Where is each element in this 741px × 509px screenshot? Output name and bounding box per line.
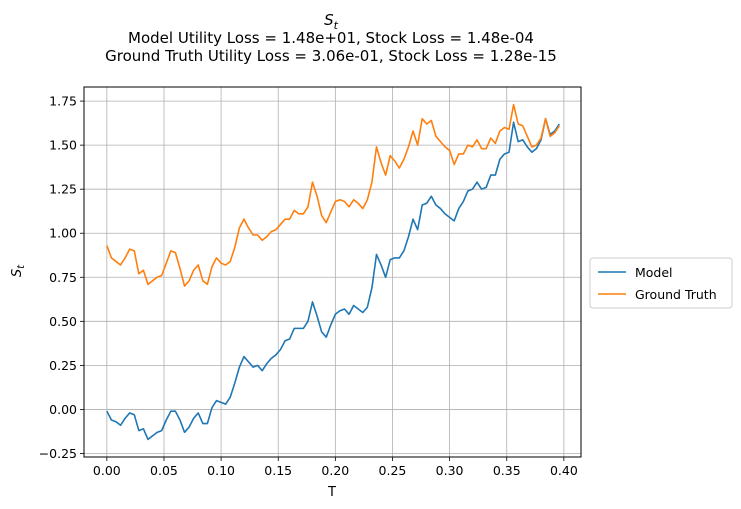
- x-tick-label: 0.30: [436, 463, 464, 478]
- series-lines: [106, 103, 560, 441]
- y-tick-label: 0.25: [49, 358, 77, 373]
- x-tick-label: 0.20: [321, 463, 349, 478]
- chart-title: St: [324, 11, 339, 32]
- legend-label-model: Model: [635, 265, 673, 280]
- x-tick-label: 0.05: [150, 463, 178, 478]
- x-tick-label: 0.35: [493, 463, 521, 478]
- grid-lines: [84, 87, 581, 457]
- x-axis-label: T: [327, 485, 336, 500]
- y-tick-label: 1.50: [49, 138, 77, 153]
- y-tick-label: 0.00: [49, 402, 77, 417]
- y-tick-label: 1.75: [49, 94, 77, 109]
- legend: Model Ground Truth: [589, 257, 733, 309]
- y-tick-label: 1.00: [49, 226, 77, 241]
- plot-frame: [83, 86, 582, 458]
- x-tick-label: 0.25: [379, 463, 407, 478]
- series-line-ground-truth: [106, 103, 560, 287]
- y-axis-label: St: [10, 264, 27, 277]
- axis-ticks: 0.00 0.05 0.10 0.15 0.20 0.25 0.30 0.35 0.40 −0.2…: [39, 94, 578, 478]
- legend-box: [589, 257, 733, 309]
- y-tick-label: 1.25: [49, 182, 77, 197]
- y-tick-label: −0.25: [39, 446, 77, 461]
- x-tick-label: 0.00: [93, 463, 121, 478]
- series-line-model: [106, 117, 560, 441]
- chart-subtitle-line-2: Ground Truth Utility Loss = 3.06e-01, St…: [105, 47, 557, 65]
- x-tick-label: 0.15: [264, 463, 292, 478]
- x-tick-label: 0.40: [550, 463, 578, 478]
- x-tick-label: 0.10: [207, 463, 235, 478]
- legend-label-ground-truth: Ground Truth: [635, 287, 717, 302]
- y-tick-label: 0.75: [49, 270, 77, 285]
- y-tick-label: 0.50: [49, 314, 77, 329]
- chart-subtitle-line-1: Model Utility Loss = 1.48e+01, Stock Los…: [128, 29, 534, 47]
